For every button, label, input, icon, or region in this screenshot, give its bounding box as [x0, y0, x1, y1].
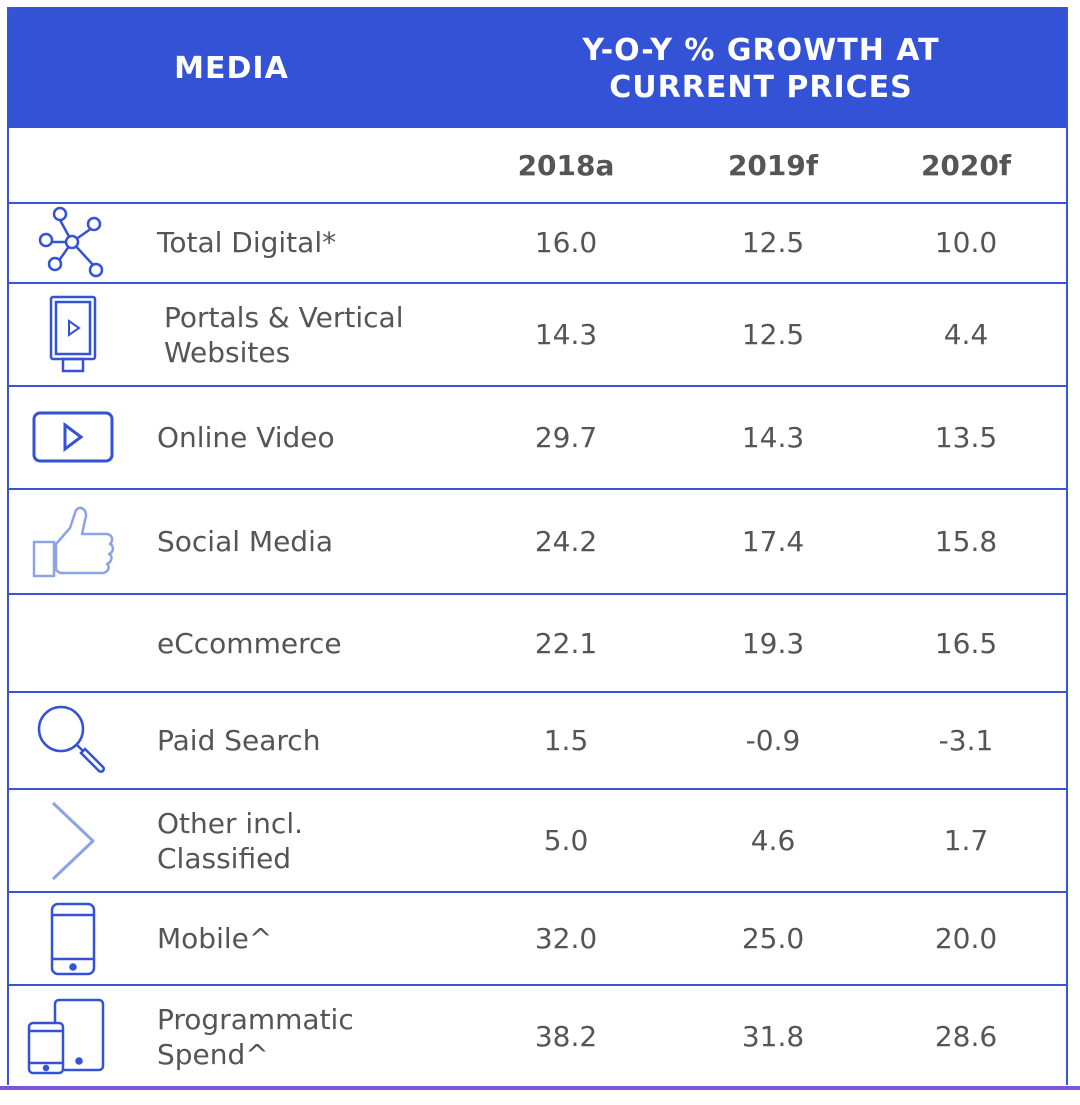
value-2020f: 20.0: [934, 922, 998, 955]
header-growth-line1: Y-O-Y % GROWTH AT: [582, 32, 940, 68]
header-growth: Y-O-Y % GROWTH AT CURRENT PRICES: [454, 9, 1068, 128]
row-label: Programmatic Spend^: [157, 1002, 354, 1071]
thumbs-up-icon: [23, 500, 123, 584]
play-icon: [23, 396, 123, 480]
value-2020f: 4.4: [943, 318, 989, 351]
value-2020f: 1.7: [943, 824, 989, 857]
value-2019f: 19.3: [741, 626, 805, 660]
header-media: MEDIA: [174, 51, 289, 86]
value-2019f: 31.8: [741, 1020, 805, 1053]
value-2019f: 17.4: [741, 525, 805, 558]
bottom-rule: [0, 1086, 1080, 1090]
value-2020f: 13.5: [934, 421, 998, 454]
value-2020f: 16.5: [934, 626, 998, 660]
value-2019f: -0.9: [745, 724, 801, 757]
network-icon: [23, 200, 123, 284]
smartphone-icon: [23, 897, 123, 981]
search-icon: [23, 699, 123, 783]
year-2018a: 2018a: [517, 148, 615, 182]
table-row: Paid Search 1.5 -0.9 -3.1: [9, 693, 1066, 790]
table-row: Programmatic Spend^ 38.2 31.8 28.6: [9, 986, 1066, 1087]
value-2018a: 1.5: [543, 724, 589, 757]
billboard-icon: [23, 293, 123, 377]
value-2018a: 16.0: [534, 225, 598, 259]
row-label: Online Video: [157, 421, 335, 454]
table-row: Online Video 29.7 14.3 13.5: [9, 387, 1066, 490]
row-label: eCcommerce: [157, 626, 342, 660]
devices-icon: [17, 995, 117, 1079]
value-2019f: 4.6: [750, 824, 796, 857]
table-row: Social Media 24.2 17.4 15.8: [9, 490, 1066, 595]
value-2018a: 32.0: [534, 922, 598, 955]
chevron-right-icon: [23, 799, 123, 883]
table-header: MEDIA Y-O-Y % GROWTH AT CURRENT PRICES: [9, 9, 1066, 128]
table-row: Other incl. Classified 5.0 4.6 1.7: [9, 790, 1066, 893]
header-growth-line2: CURRENT PRICES: [609, 69, 913, 105]
row-label: Portals & Vertical Websites: [164, 300, 404, 369]
table-row: Total Digital* 16.0 12.5 10.0: [9, 202, 1066, 284]
value-2018a: 5.0: [543, 824, 589, 857]
table-row: eCcommerce 22.1 19.3 16.5: [9, 595, 1066, 693]
year-2019f: 2019f: [727, 148, 819, 182]
value-2019f: 25.0: [741, 922, 805, 955]
value-2019f: 12.5: [741, 318, 805, 351]
year-2020f: 2020f: [920, 148, 1012, 182]
row-label: Mobile^: [157, 922, 273, 955]
table-row: Mobile^ 32.0 25.0 20.0: [9, 893, 1066, 986]
row-label: Total Digital*: [157, 225, 337, 259]
growth-table: MEDIA Y-O-Y % GROWTH AT CURRENT PRICES 2…: [7, 7, 1068, 1085]
row-label: Other incl. Classified: [157, 806, 304, 875]
row-label: Social Media: [157, 525, 334, 558]
value-2018a: 29.7: [534, 421, 598, 454]
value-2020f: 15.8: [934, 525, 998, 558]
value-2018a: 22.1: [534, 626, 598, 660]
table-row: Portals & Vertical Websites 14.3 12.5 4.…: [9, 284, 1066, 387]
value-2020f: 10.0: [934, 225, 998, 259]
value-2020f: -3.1: [938, 724, 994, 757]
year-header-row: 2018a 2019f 2020f: [9, 128, 1066, 204]
value-2019f: 14.3: [741, 421, 805, 454]
row-label: Paid Search: [157, 724, 321, 757]
value-2019f: 12.5: [741, 225, 805, 259]
value-2018a: 38.2: [534, 1020, 598, 1053]
value-2018a: 14.3: [534, 318, 598, 351]
value-2020f: 28.6: [934, 1020, 998, 1053]
value-2018a: 24.2: [534, 525, 598, 558]
